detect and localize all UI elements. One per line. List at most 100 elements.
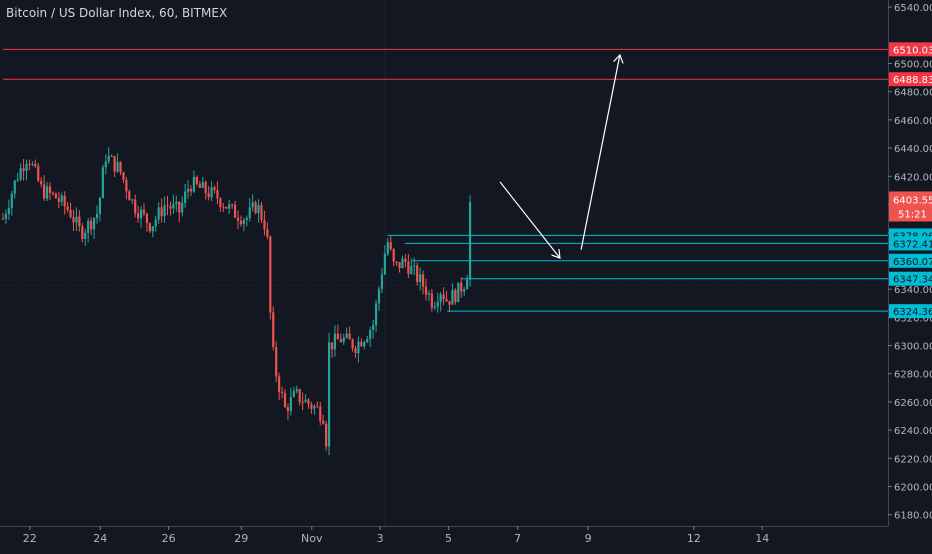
price-tick-label: 6420.00 xyxy=(894,172,932,183)
candle-body xyxy=(463,289,466,292)
price-tick-label: 6320.00 xyxy=(894,313,932,324)
price-tick-label: 6220.00 xyxy=(894,454,932,465)
candle-body xyxy=(210,187,213,198)
candle-body xyxy=(10,193,13,209)
candle-body xyxy=(424,286,428,295)
candle-body xyxy=(410,266,413,274)
level-price-label: 6510.03 xyxy=(893,45,932,56)
candle-body xyxy=(263,220,266,230)
candle-body xyxy=(51,192,55,194)
time-tick-label: 29 xyxy=(234,532,248,545)
candle-body xyxy=(125,179,128,192)
price-tick-label: 6180.00 xyxy=(894,511,932,522)
level-price-label: 6324.36 xyxy=(893,307,932,318)
candle-body xyxy=(198,183,201,188)
candle-body xyxy=(116,161,119,172)
candle-body xyxy=(1,218,5,220)
level-price-label-bg xyxy=(889,72,932,87)
candle-body xyxy=(325,423,328,447)
candle-body xyxy=(295,389,298,392)
candle-body xyxy=(204,182,207,194)
candle-body xyxy=(239,220,243,224)
candle-body xyxy=(298,389,301,402)
candle-body xyxy=(442,294,445,300)
candle-body xyxy=(87,220,90,233)
candle-body xyxy=(289,396,292,412)
candle-body xyxy=(95,213,99,219)
candle-body xyxy=(454,289,457,302)
candle-body xyxy=(301,401,304,403)
candle-body xyxy=(139,209,143,219)
candle-body xyxy=(131,199,134,201)
candle-body xyxy=(233,204,237,218)
candle-body xyxy=(213,187,216,191)
candle-body xyxy=(468,202,472,280)
candle-body xyxy=(283,393,287,408)
candle-body xyxy=(413,265,416,267)
candle-body xyxy=(22,168,25,171)
candle-body xyxy=(172,203,175,209)
candle-body xyxy=(119,161,122,173)
candle-body xyxy=(342,337,345,342)
candle-body xyxy=(436,302,439,307)
candle-body xyxy=(366,339,369,343)
level-price-label-bg xyxy=(889,271,932,286)
level-price-label: 6488.83 xyxy=(893,75,932,86)
candle-body xyxy=(389,242,392,250)
candle-body xyxy=(242,220,245,224)
price-tick-label: 6440.00 xyxy=(894,144,932,155)
candle-body xyxy=(60,195,63,202)
candle-body xyxy=(169,206,172,209)
time-tick-label: 5 xyxy=(445,532,452,545)
candle-body xyxy=(195,177,198,184)
candle-body xyxy=(310,404,313,409)
candle-body xyxy=(101,167,104,198)
candle-body xyxy=(421,274,425,287)
candle-body xyxy=(448,301,451,305)
candle-body xyxy=(92,218,96,230)
price-tick-label: 6240.00 xyxy=(894,426,932,437)
candle-body xyxy=(75,216,78,223)
candle-body xyxy=(160,207,163,217)
candle-body xyxy=(181,202,184,213)
trend-arrow[interactable] xyxy=(499,181,560,258)
candle-body xyxy=(280,391,284,394)
candle-body xyxy=(163,205,166,217)
candle-body xyxy=(245,217,248,221)
candle-body xyxy=(427,293,431,295)
price-tick-label: 6260.00 xyxy=(894,398,932,409)
candle-body xyxy=(313,406,316,409)
candle-body xyxy=(81,226,84,239)
candle-body xyxy=(28,163,31,165)
candle-body xyxy=(104,161,107,168)
candle-body xyxy=(54,193,57,199)
candle-body xyxy=(192,177,196,192)
candle-body xyxy=(228,204,231,209)
trend-arrow[interactable] xyxy=(580,55,620,250)
time-tick-label: 26 xyxy=(162,532,176,545)
candle-body xyxy=(445,299,448,302)
time-tick-label: 9 xyxy=(585,532,592,545)
candle-body xyxy=(307,399,310,405)
candle-body xyxy=(336,333,339,340)
candle-body xyxy=(84,232,87,239)
candle-body xyxy=(354,348,357,353)
candle-body xyxy=(110,155,113,157)
candle-body xyxy=(201,182,204,188)
candle-body xyxy=(90,220,93,230)
candle-body xyxy=(175,201,178,204)
candle-body xyxy=(251,202,254,208)
candle-body xyxy=(78,216,81,227)
candle-body xyxy=(260,205,263,221)
candle-body xyxy=(142,209,146,214)
candle-body xyxy=(236,217,240,221)
candle-body xyxy=(345,333,348,338)
level-price-label: 6347.34 xyxy=(893,275,932,286)
time-tick-label: 24 xyxy=(93,532,107,545)
candle-body xyxy=(166,205,169,207)
candle-body xyxy=(34,163,37,166)
candle-body xyxy=(216,190,219,199)
candle-body xyxy=(40,180,43,185)
